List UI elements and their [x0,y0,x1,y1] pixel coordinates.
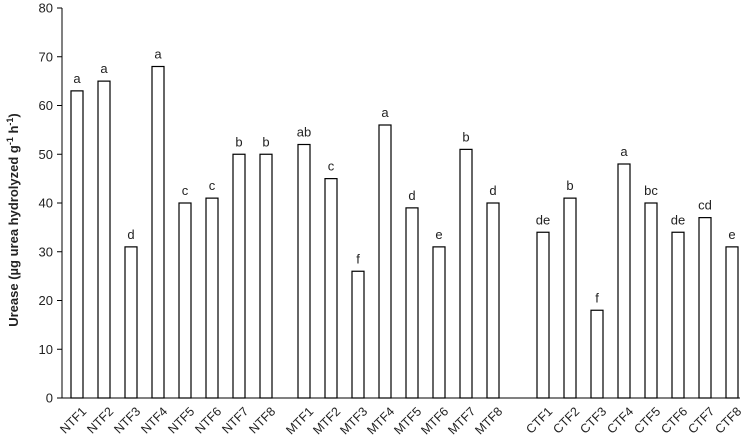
y-tick-label: 70 [39,49,53,64]
significance-letter: b [235,134,242,149]
category-label: CTF8 [712,404,743,436]
significance-letter: a [73,71,81,86]
significance-letter: cd [698,198,712,213]
bar [459,148,473,399]
bar [124,246,138,399]
y-tick-label: 50 [39,147,53,162]
category-label: NTF6 [192,404,224,436]
category-label: CTF1 [523,404,555,436]
bar [432,246,446,399]
category-label: CTF6 [658,404,690,436]
significance-letter: f [356,251,360,266]
bar [259,153,273,399]
significance-letter: a [381,105,389,120]
category-label: MTF5 [391,404,424,437]
significance-letter: f [595,290,599,305]
y-tick-label: 60 [39,98,53,113]
bar [70,90,84,399]
bar [725,246,739,399]
significance-letter: bc [644,183,658,198]
category-label: CTF3 [577,404,609,436]
category-label: NTF1 [57,404,89,436]
y-tick-label: 30 [39,244,53,259]
category-label: NTF7 [219,404,251,436]
bar [378,124,392,399]
category-label: NTF8 [246,404,278,436]
significance-letter: ab [297,125,311,140]
y-tick-label: 80 [39,1,53,16]
significance-letter: a [100,61,108,76]
y-tick-label: 20 [39,293,53,308]
category-label: NTF2 [84,404,116,436]
category-label: NTF5 [165,404,197,436]
significance-letter: d [408,188,415,203]
bar [178,202,192,399]
bar [97,80,111,399]
bar [232,153,246,399]
significance-letter: de [671,212,685,227]
significance-letter: b [566,178,573,193]
bars [70,65,739,399]
significance-letter: de [536,212,550,227]
significance-letter: b [262,134,269,149]
bar [671,231,685,399]
significance-letter: c [328,159,335,174]
category-label: NTF3 [111,404,143,436]
category-label: MTF1 [283,404,316,437]
y-axis-ticks: 0 10 20 30 40 50 60 70 80 [39,1,62,406]
significance-letter: a [154,47,162,62]
bar [590,309,604,399]
significance-letter: c [209,178,216,193]
bar [563,197,577,399]
category-label: MTF7 [445,404,478,437]
bar [486,202,500,399]
bar [151,65,165,399]
bar [617,163,631,399]
significance-letter: d [127,227,134,242]
significance-letter: e [435,227,442,242]
significance-letter: e [728,227,735,242]
category-label: CTF2 [550,404,582,436]
category-label: NTF4 [138,404,170,436]
category-label: CTF7 [685,404,717,436]
category-label: MTF6 [418,404,451,437]
category-label: MTF8 [472,404,505,437]
bar [297,143,311,399]
bar [644,202,658,399]
category-label: MTF2 [310,404,343,437]
y-tick-label: 0 [46,391,53,406]
bar [698,217,712,399]
category-label: MTF3 [337,404,370,437]
bar [324,178,338,399]
significance-letter: d [489,183,496,198]
significance-letter: c [182,183,189,198]
category-label: CTF4 [604,404,636,436]
bar [205,197,219,399]
bar [405,207,419,399]
y-tick-label: 10 [39,342,53,357]
y-axis-label: Urease (µg urea hydrolyzed g-1 h-1) [5,113,21,327]
significance-letter: a [620,144,628,159]
bar [536,231,550,399]
bar [351,270,365,399]
category-label: MTF4 [364,404,397,437]
significance-letter: b [462,129,469,144]
category-label: CTF5 [631,404,663,436]
y-tick-label: 40 [39,196,53,211]
